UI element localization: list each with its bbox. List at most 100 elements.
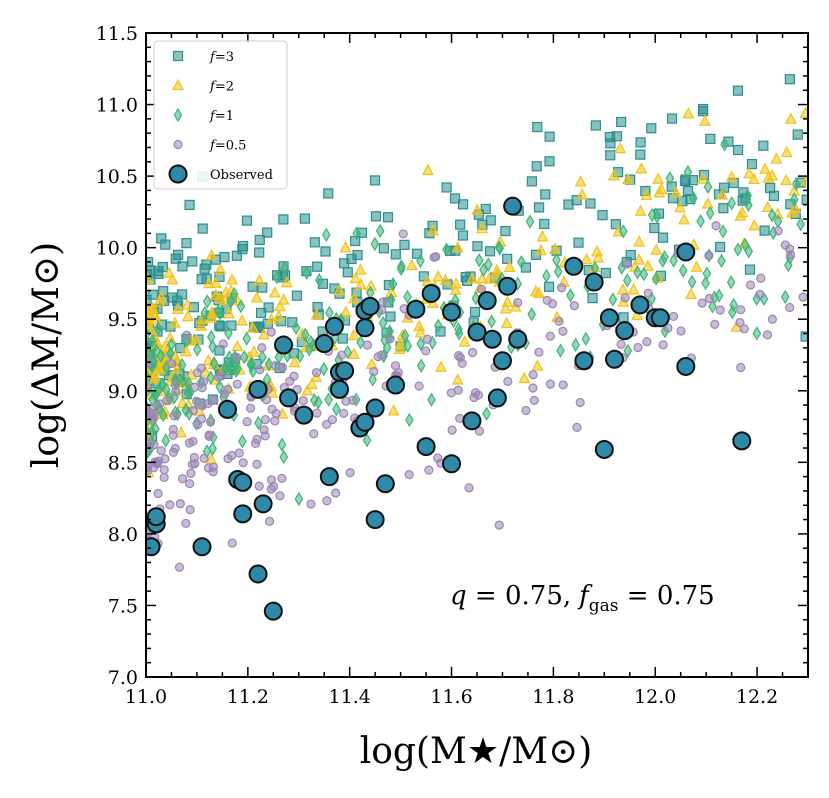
point-triangle (277, 293, 290, 305)
observed-point (253, 494, 273, 514)
x-tick-labels: 11.0 11.2 11.4 11.6 11.8 12.0 12.2 (125, 686, 778, 708)
point-square (587, 292, 598, 304)
point-diamond (416, 358, 426, 373)
point-diamond (717, 253, 726, 269)
point-diamond (454, 322, 463, 337)
observed-point (335, 361, 355, 381)
point-diamond (352, 226, 362, 241)
point-circle (197, 383, 207, 393)
point-square (201, 259, 212, 270)
point-square (666, 113, 678, 124)
point-circle (190, 382, 200, 392)
observed-point (492, 351, 512, 371)
point-circle (341, 396, 351, 406)
point-diamond (301, 327, 310, 342)
point-circle (736, 362, 746, 373)
point-circle (245, 403, 256, 413)
point-circle (339, 408, 349, 418)
point-circle (373, 352, 383, 362)
point-circle (167, 359, 177, 369)
point-square (539, 218, 550, 230)
observed-point (467, 322, 487, 342)
point-circle (569, 301, 579, 311)
point-circle (711, 221, 721, 231)
plot-frame (145, 32, 809, 678)
point-triangle (576, 187, 589, 200)
point-triangle (518, 371, 531, 384)
point-circle (668, 311, 679, 322)
point-square (732, 144, 744, 156)
point-diamond (479, 262, 488, 278)
point-triangle (471, 203, 484, 215)
point-triangle (640, 188, 653, 200)
point-square (449, 193, 461, 204)
point-triangle (766, 169, 779, 181)
point-square (320, 246, 331, 257)
point-square (635, 149, 646, 160)
point-circle (431, 252, 441, 262)
point-circle (312, 408, 322, 418)
point-square (618, 312, 629, 323)
point-square (160, 239, 171, 250)
point-circle (378, 297, 388, 307)
point-circle (306, 499, 316, 509)
point-circle (663, 323, 673, 333)
point-square (170, 253, 181, 264)
point-triangle (627, 283, 640, 295)
point-triangle (696, 172, 709, 184)
point-diamond (789, 192, 799, 207)
point-triangle (633, 253, 646, 265)
observed-point (319, 467, 339, 487)
point-circle (174, 562, 185, 572)
point-square (455, 219, 466, 230)
point-diamond (192, 342, 202, 357)
point-circle (242, 417, 252, 427)
point-circle (149, 408, 159, 419)
observed-point (564, 256, 584, 276)
point-diamond (669, 253, 678, 268)
point-circle (213, 372, 224, 382)
point-circle (421, 346, 431, 356)
point-diamond (295, 348, 305, 364)
point-square (573, 237, 584, 248)
point-triangle (690, 260, 703, 272)
point-diamond (556, 343, 565, 358)
point-triangle (536, 229, 549, 242)
x-tick-label: 11.0 (125, 686, 167, 708)
point-diamond (780, 289, 790, 305)
point-square (214, 320, 225, 331)
point-circle (710, 319, 720, 329)
point-circle (266, 327, 276, 337)
point-square (382, 212, 394, 223)
point-square (800, 331, 808, 342)
annotation-q: q (450, 581, 467, 611)
point-diamond (726, 275, 736, 290)
point-triangle (716, 188, 729, 200)
point-circle (414, 381, 424, 391)
point-triangle (214, 262, 227, 275)
point-triangle (614, 141, 627, 154)
point-circle (208, 462, 218, 472)
point-diamond (233, 361, 242, 377)
legend: f=3 f=2 f=1 f=0.5 Observed (153, 40, 288, 190)
point-diamond (375, 223, 385, 239)
series-f0.5 (146, 221, 808, 572)
point-circle (277, 473, 287, 483)
point-square (746, 158, 758, 170)
point-diamond (701, 275, 710, 291)
point-circle (697, 298, 707, 308)
point-triangle (250, 291, 263, 303)
point-square (526, 176, 537, 187)
point-triangle (222, 307, 235, 319)
point-triangle (780, 173, 793, 186)
point-circle (474, 426, 485, 436)
point-circle (252, 459, 262, 469)
point-circle (192, 368, 203, 378)
point-circle (156, 446, 166, 456)
point-triangle (231, 339, 244, 352)
point-circle (322, 496, 332, 506)
point-square (177, 289, 188, 300)
point-circle (159, 472, 169, 483)
point-triangle (257, 327, 270, 340)
observed-point (355, 318, 375, 338)
